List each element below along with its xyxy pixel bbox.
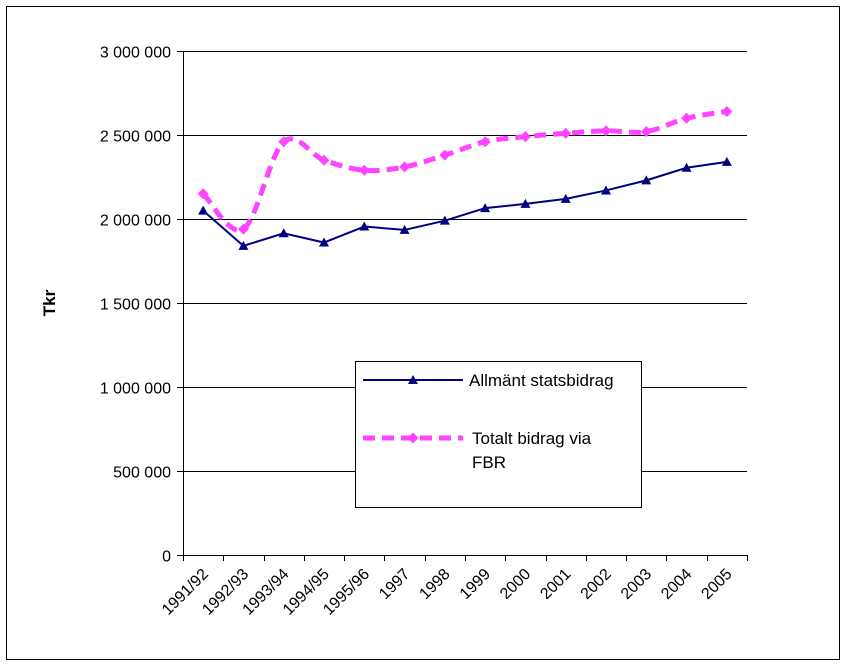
axes xyxy=(177,51,748,561)
y-tick-label: 2 000 000 xyxy=(100,213,171,230)
legend-marker-1 xyxy=(408,375,418,384)
y-axis-title: Tkr xyxy=(40,289,59,316)
data-point xyxy=(439,215,450,225)
legend-box xyxy=(355,361,642,508)
data-point xyxy=(318,154,330,166)
data-point xyxy=(600,125,612,137)
data-point xyxy=(681,112,693,124)
series-line xyxy=(201,109,728,233)
y-tick-label: 3 000 000 xyxy=(100,45,171,62)
legend-label-2-line-1: Totalt bidrag via xyxy=(472,429,592,448)
data-point xyxy=(480,203,491,213)
data-point xyxy=(278,228,289,238)
data-point xyxy=(560,127,572,139)
series-1 xyxy=(197,105,733,235)
data-point xyxy=(681,162,692,172)
data-point xyxy=(319,237,329,247)
y-tick-label: 1 000 000 xyxy=(100,381,171,398)
legend-label-1: Allmänt statsbidrag xyxy=(469,371,614,390)
data-point xyxy=(601,185,611,195)
legend-marker-2 xyxy=(407,432,419,444)
y-tick-label: 0 xyxy=(162,549,171,566)
series-layer xyxy=(197,105,733,250)
data-point xyxy=(237,223,249,235)
y-tick-label: 1 500 000 xyxy=(100,297,171,314)
data-point xyxy=(519,131,531,143)
data-point xyxy=(641,175,652,185)
data-point xyxy=(721,105,733,117)
data-point xyxy=(399,161,411,173)
data-point xyxy=(520,198,531,208)
data-point xyxy=(560,193,571,203)
data-point xyxy=(479,136,491,148)
legend: Allmänt statsbidrag Totalt bidrag via FBR xyxy=(355,361,642,508)
legend-label-2: Totalt bidrag via FBR xyxy=(472,429,592,472)
data-point xyxy=(640,126,652,138)
data-point xyxy=(721,156,732,166)
gridlines xyxy=(183,51,747,472)
data-point xyxy=(238,240,249,250)
data-point xyxy=(198,205,209,215)
chart-frame xyxy=(6,6,840,660)
data-point xyxy=(359,221,370,231)
data-point xyxy=(197,188,209,200)
data-point xyxy=(358,164,370,176)
data-point xyxy=(399,224,410,234)
data-point xyxy=(278,136,290,148)
legend-label-2-line-2: FBR xyxy=(472,453,506,472)
y-tick-label: 2 500 000 xyxy=(100,129,171,146)
series-line xyxy=(202,160,728,248)
data-point xyxy=(439,149,451,161)
series-0 xyxy=(198,156,732,250)
y-tick-label: 500 000 xyxy=(113,465,171,482)
